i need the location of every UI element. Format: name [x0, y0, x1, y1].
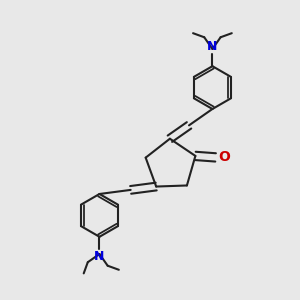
- Text: O: O: [218, 150, 230, 164]
- Text: N: N: [94, 250, 105, 263]
- Text: N: N: [207, 40, 218, 53]
